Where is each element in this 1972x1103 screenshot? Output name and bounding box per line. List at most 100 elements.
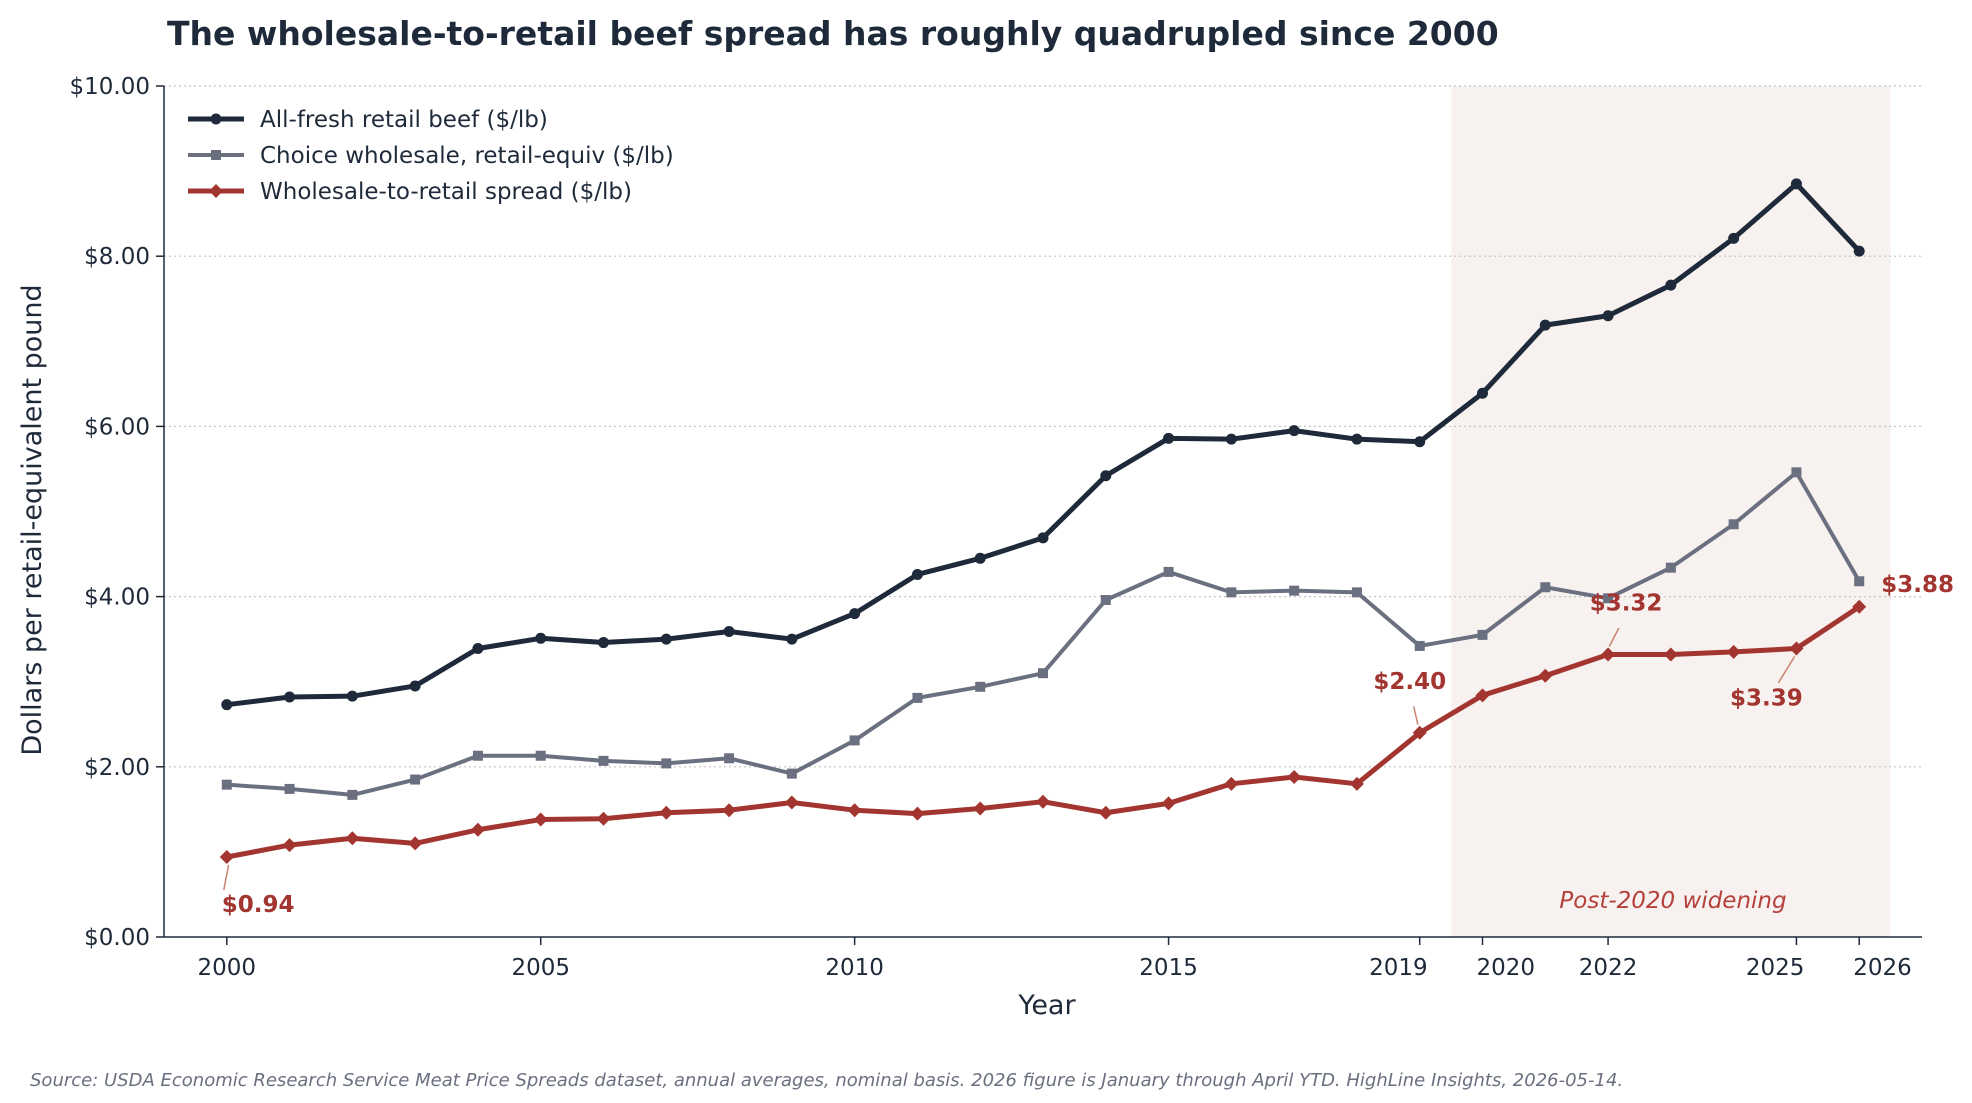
x-tick-label: 2026 [1853, 955, 1912, 981]
data-point [1351, 587, 1362, 598]
x-tick-label: 2015 [1139, 955, 1198, 981]
data-point [849, 608, 861, 620]
callout-label: $3.32 [1590, 590, 1663, 616]
x-axis-label: Year [1017, 990, 1076, 1021]
data-point [284, 783, 295, 794]
data-point [284, 691, 296, 703]
data-point [1287, 770, 1302, 785]
data-point [1161, 796, 1176, 811]
data-point [1539, 319, 1551, 331]
data-point [410, 774, 421, 785]
data-point [847, 803, 862, 818]
data-point [533, 812, 548, 827]
data-point [535, 750, 546, 761]
data-point [408, 836, 423, 851]
data-point [786, 633, 798, 645]
data-point [973, 801, 988, 816]
data-point [1414, 436, 1426, 448]
data-point [1351, 433, 1363, 445]
legend-label: All-fresh retail beef ($/lb) [260, 107, 548, 133]
data-point [219, 850, 234, 865]
data-point [660, 633, 672, 645]
data-point [1601, 647, 1616, 662]
y-tick-label: $2.00 [84, 755, 150, 781]
data-point [1288, 425, 1300, 437]
data-point [1726, 644, 1741, 659]
data-point [1540, 582, 1551, 593]
data-point [1728, 232, 1740, 244]
data-point [786, 768, 797, 779]
data-point [661, 758, 672, 769]
data-point [975, 681, 986, 692]
data-point [1663, 647, 1678, 662]
data-point [1853, 245, 1865, 257]
data-point [221, 779, 232, 790]
data-point [849, 735, 860, 746]
data-point [347, 789, 358, 800]
x-tick-label: 2005 [511, 955, 570, 981]
legend-marker [210, 113, 222, 125]
legend-marker [211, 150, 221, 160]
data-point [1163, 566, 1174, 577]
data-point [1477, 629, 1488, 640]
data-point [1665, 279, 1677, 291]
plot-area: Post-2020 widening $0.00 $2.00 $4.00 $6.00 $8… [70, 74, 1954, 981]
data-point [1038, 668, 1048, 679]
data-point [1728, 519, 1739, 530]
y-tick-label: $6.00 [84, 414, 150, 440]
data-point [596, 811, 611, 826]
data-point [1224, 776, 1239, 791]
data-point [1414, 640, 1425, 651]
callout-leader [1608, 627, 1620, 647]
callout-label: $0.94 [222, 892, 295, 918]
data-point [912, 692, 923, 703]
x-tick-label: 2025 [1746, 955, 1805, 981]
callout-label: $3.88 [1881, 572, 1954, 598]
data-point [1163, 432, 1175, 444]
data-point [1854, 576, 1865, 587]
data-point [1791, 467, 1802, 478]
data-point [1036, 794, 1050, 809]
data-point [598, 755, 609, 766]
callout-leader [1777, 656, 1796, 684]
data-point [1538, 668, 1553, 683]
data-point [1790, 178, 1802, 190]
y-axis-label: Dollars per retail-equivalent pound [17, 284, 48, 755]
y-tick-label: $4.00 [84, 585, 150, 611]
chart-title: The wholesale-to-retail beef spread has … [167, 14, 1499, 53]
data-point [659, 805, 674, 820]
data-point [282, 838, 297, 853]
data-point [910, 806, 925, 821]
data-point [723, 625, 735, 637]
data-point [1098, 805, 1113, 820]
callout-label: $3.39 [1730, 686, 1803, 712]
data-point [1477, 387, 1488, 399]
y-tick-label: $0.00 [84, 925, 150, 951]
data-point [1412, 725, 1427, 740]
data-point [1665, 562, 1676, 573]
data-point [1475, 688, 1490, 703]
data-point [470, 822, 485, 837]
source-note: Source: USDA Economic Research Service M… [30, 1070, 1623, 1091]
shaded-region-label: Post-2020 widening [1559, 888, 1786, 914]
y-tick-label: $10.00 [70, 74, 150, 100]
data-point [221, 699, 233, 711]
y-tick-label: $8.00 [84, 244, 150, 270]
data-point [1789, 641, 1804, 656]
data-point [1602, 310, 1614, 322]
legend-marker [209, 184, 223, 198]
callout-leader [1412, 706, 1419, 725]
callout-leader [223, 864, 230, 891]
data-point [1225, 433, 1237, 445]
data-point [598, 637, 609, 649]
data-point [974, 552, 986, 564]
data-point [1603, 593, 1614, 604]
data-point [345, 831, 360, 846]
legend-label: Wholesale-to-retail spread ($/lb) [260, 179, 632, 205]
data-point [1349, 776, 1364, 791]
x-tick-label: 2000 [198, 955, 257, 981]
data-point [346, 690, 358, 702]
data-point [472, 750, 483, 761]
legend-label: Choice wholesale, retail-equiv ($/lb) [260, 143, 674, 169]
data-point [472, 643, 484, 655]
